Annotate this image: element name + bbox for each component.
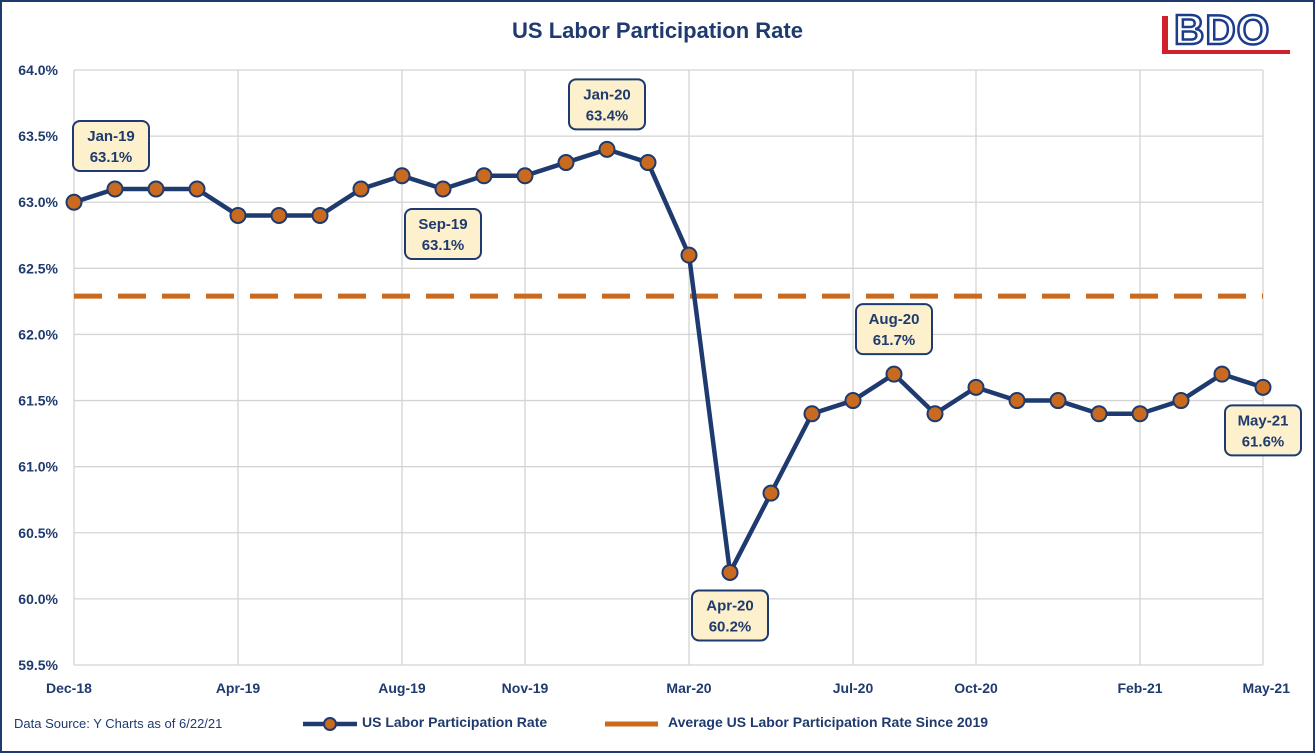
data-point bbox=[393, 167, 411, 185]
legend-group bbox=[303, 717, 658, 731]
x-tick-label: Apr-19 bbox=[216, 680, 261, 696]
callout-date: Jan-19 bbox=[87, 128, 135, 145]
callout-box bbox=[855, 303, 933, 356]
data-point bbox=[65, 193, 83, 211]
data-point bbox=[803, 405, 821, 423]
data-point bbox=[106, 180, 124, 198]
data-point bbox=[967, 378, 985, 396]
y-axis-ticks: 59.5% 60.0% 60.5% 61.0% 61.5% 62.0% 62.5% 63.0%… bbox=[18, 62, 58, 673]
callout-value: 60.2% bbox=[709, 618, 752, 635]
legend-label-participation: US Labor Participation Rate bbox=[362, 714, 548, 730]
x-tick-label: Jul-20 bbox=[833, 680, 874, 696]
data-point bbox=[721, 563, 739, 581]
series-group bbox=[65, 140, 1272, 581]
callout-date: Sep-19 bbox=[418, 216, 467, 233]
participation-line bbox=[73, 147, 1264, 575]
chart-title: US Labor Participation Rate bbox=[512, 18, 803, 43]
data-label-callout: May-21 61.6% bbox=[1224, 404, 1302, 457]
bdo-logo: BDO bbox=[1162, 5, 1290, 56]
data-point bbox=[1254, 378, 1272, 396]
data-point bbox=[1090, 405, 1108, 423]
data-point bbox=[926, 405, 944, 423]
callout-date: Jan-20 bbox=[583, 86, 631, 103]
data-point bbox=[762, 484, 780, 502]
legend-marker-participation bbox=[323, 717, 337, 731]
x-tick-label: Feb-21 bbox=[1117, 680, 1162, 696]
x-tick-label: Oct-20 bbox=[954, 680, 998, 696]
callout-box bbox=[691, 589, 769, 642]
callout-value: 63.1% bbox=[422, 237, 465, 254]
data-point bbox=[475, 167, 493, 185]
data-point bbox=[270, 206, 288, 224]
data-point bbox=[188, 180, 206, 198]
data-point bbox=[1213, 365, 1231, 383]
data-label-callout: Apr-20 60.2% bbox=[691, 589, 769, 642]
logo-red-underline bbox=[1162, 50, 1290, 54]
y-tick-label: 60.5% bbox=[18, 525, 58, 541]
data-point bbox=[516, 167, 534, 185]
callout-date: May-21 bbox=[1238, 412, 1289, 429]
data-point bbox=[1172, 392, 1190, 410]
data-point bbox=[844, 392, 862, 410]
callout-box bbox=[1224, 404, 1302, 457]
callout-value: 63.1% bbox=[90, 149, 133, 166]
callout-box bbox=[404, 208, 482, 260]
y-tick-label: 62.0% bbox=[18, 326, 58, 342]
data-point bbox=[680, 246, 698, 264]
data-point bbox=[434, 180, 452, 198]
data-label-callout: Sep-19 63.1% bbox=[404, 208, 482, 260]
y-tick-label: 64.0% bbox=[18, 62, 58, 78]
y-tick-label: 63.5% bbox=[18, 128, 58, 144]
data-point bbox=[885, 365, 903, 383]
callout-box bbox=[568, 78, 646, 131]
y-tick-label: 60.0% bbox=[18, 591, 58, 607]
logo-text: BDO bbox=[1173, 5, 1271, 55]
data-label-callout: Jan-20 63.4% bbox=[568, 78, 646, 131]
data-point bbox=[147, 180, 165, 198]
y-tick-label: 59.5% bbox=[18, 657, 58, 673]
data-point bbox=[229, 206, 247, 224]
data-point bbox=[1008, 392, 1026, 410]
data-point bbox=[311, 206, 329, 224]
x-tick-label: Aug-19 bbox=[378, 680, 426, 696]
data-point bbox=[557, 154, 575, 172]
x-tick-label: Nov-19 bbox=[502, 680, 549, 696]
y-tick-label: 63.0% bbox=[18, 194, 58, 210]
callout-date: Aug-20 bbox=[869, 311, 920, 328]
logo-red-bar bbox=[1162, 16, 1168, 52]
callout-value: 61.6% bbox=[1242, 433, 1285, 450]
y-tick-label: 62.5% bbox=[18, 260, 58, 276]
grid-lines bbox=[73, 69, 1264, 666]
callout-date: Apr-20 bbox=[706, 597, 754, 614]
data-point bbox=[598, 140, 616, 158]
data-point bbox=[639, 154, 657, 172]
data-label-callout: Aug-20 61.7% bbox=[855, 303, 933, 356]
x-tick-label: May-21 bbox=[1243, 680, 1291, 696]
callout-value: 63.4% bbox=[586, 107, 629, 124]
data-label-callout: Jan-19 63.1% bbox=[72, 120, 150, 172]
legend-label-average: Average US Labor Participation Rate Sinc… bbox=[668, 714, 989, 730]
callout-value: 61.7% bbox=[873, 332, 916, 349]
data-point bbox=[1131, 405, 1149, 423]
x-tick-label: Dec-18 bbox=[46, 680, 92, 696]
data-point bbox=[352, 180, 370, 198]
x-tick-label: Mar-20 bbox=[666, 680, 711, 696]
y-tick-label: 61.0% bbox=[18, 459, 58, 475]
x-axis-ticks: Dec-18 Apr-19 Aug-19 Nov-19 Mar-20 Jul-20 Oct-… bbox=[46, 680, 1290, 696]
data-source-note: Data Source: Y Charts as of 6/22/21 bbox=[14, 716, 223, 731]
annotations-group: Jan-19 63.1% Sep-19 63.1% Jan-20 63.4% Apr-20 6… bbox=[72, 78, 1302, 642]
callout-box bbox=[72, 120, 150, 172]
y-tick-label: 61.5% bbox=[18, 393, 58, 409]
data-point bbox=[1049, 392, 1067, 410]
